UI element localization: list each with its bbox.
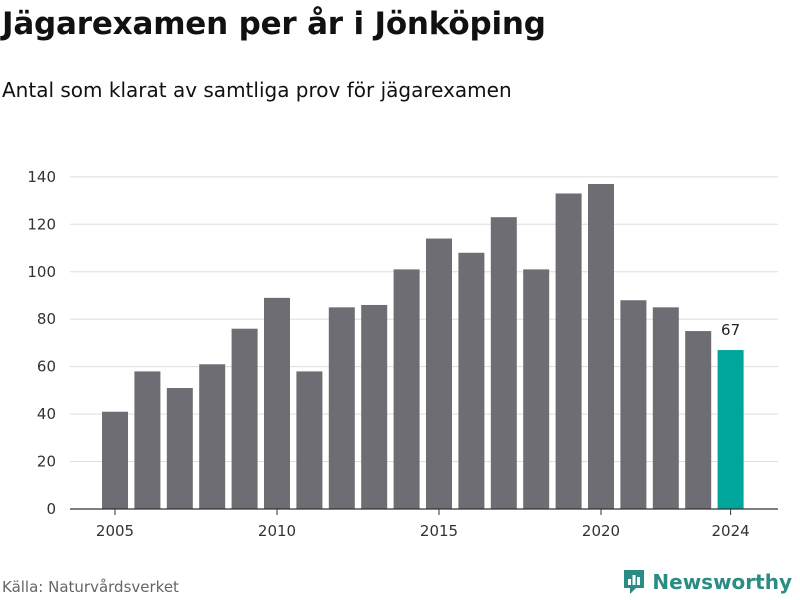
y-tick-label: 60 [37, 358, 56, 376]
bar-2008 [199, 364, 226, 509]
bar-2006 [134, 371, 161, 509]
chart-subtitle: Antal som klarat av samtliga prov för jä… [2, 78, 512, 102]
bar-2005 [102, 411, 128, 509]
newsworthy-logo-icon [624, 570, 645, 594]
bar-2016 [458, 252, 485, 510]
bar-2022 [652, 307, 679, 509]
chart-title: Jägarexamen per år i Jönköping [2, 6, 546, 42]
bar-2011 [296, 371, 323, 509]
bar-2024 [717, 350, 744, 509]
y-tick-label: 0 [46, 500, 56, 518]
y-tick-label: 100 [27, 263, 56, 281]
x-tick-label: 2005 [96, 522, 134, 540]
bar-2015 [426, 238, 452, 509]
bar-2010 [264, 297, 290, 509]
bar-2017 [490, 217, 517, 509]
x-tick-label: 2015 [420, 522, 458, 540]
y-tick-label: 20 [37, 453, 56, 471]
bar-2009 [231, 328, 258, 509]
brand-name: Newsworthy [652, 570, 792, 594]
y-tick-label: 120 [27, 215, 56, 233]
bar-2020 [588, 183, 614, 509]
bar-2007 [166, 388, 193, 509]
brand-logo: Newsworthy [622, 568, 792, 596]
bar-2021 [620, 300, 647, 509]
bar-2023 [685, 331, 712, 509]
x-tick-label: 2010 [258, 522, 296, 540]
x-tick-label: 2020 [582, 522, 620, 540]
y-tick-label: 140 [27, 168, 56, 186]
bar-2014 [393, 269, 420, 509]
bar-2013 [361, 304, 388, 509]
y-tick-label: 80 [37, 310, 56, 328]
bar-2012 [328, 307, 355, 509]
data-label: 67 [721, 321, 740, 339]
bar-2019 [555, 193, 582, 509]
bar-chart: 0 20 40 60 80 100 120 140 2005 2010 2015 2020 2024 67 [27, 168, 778, 540]
y-tick-label: 40 [37, 405, 56, 423]
source-note: Källa: Naturvårdsverket [2, 578, 179, 596]
x-tick-label: 2024 [712, 522, 750, 540]
bar-2018 [523, 269, 550, 509]
